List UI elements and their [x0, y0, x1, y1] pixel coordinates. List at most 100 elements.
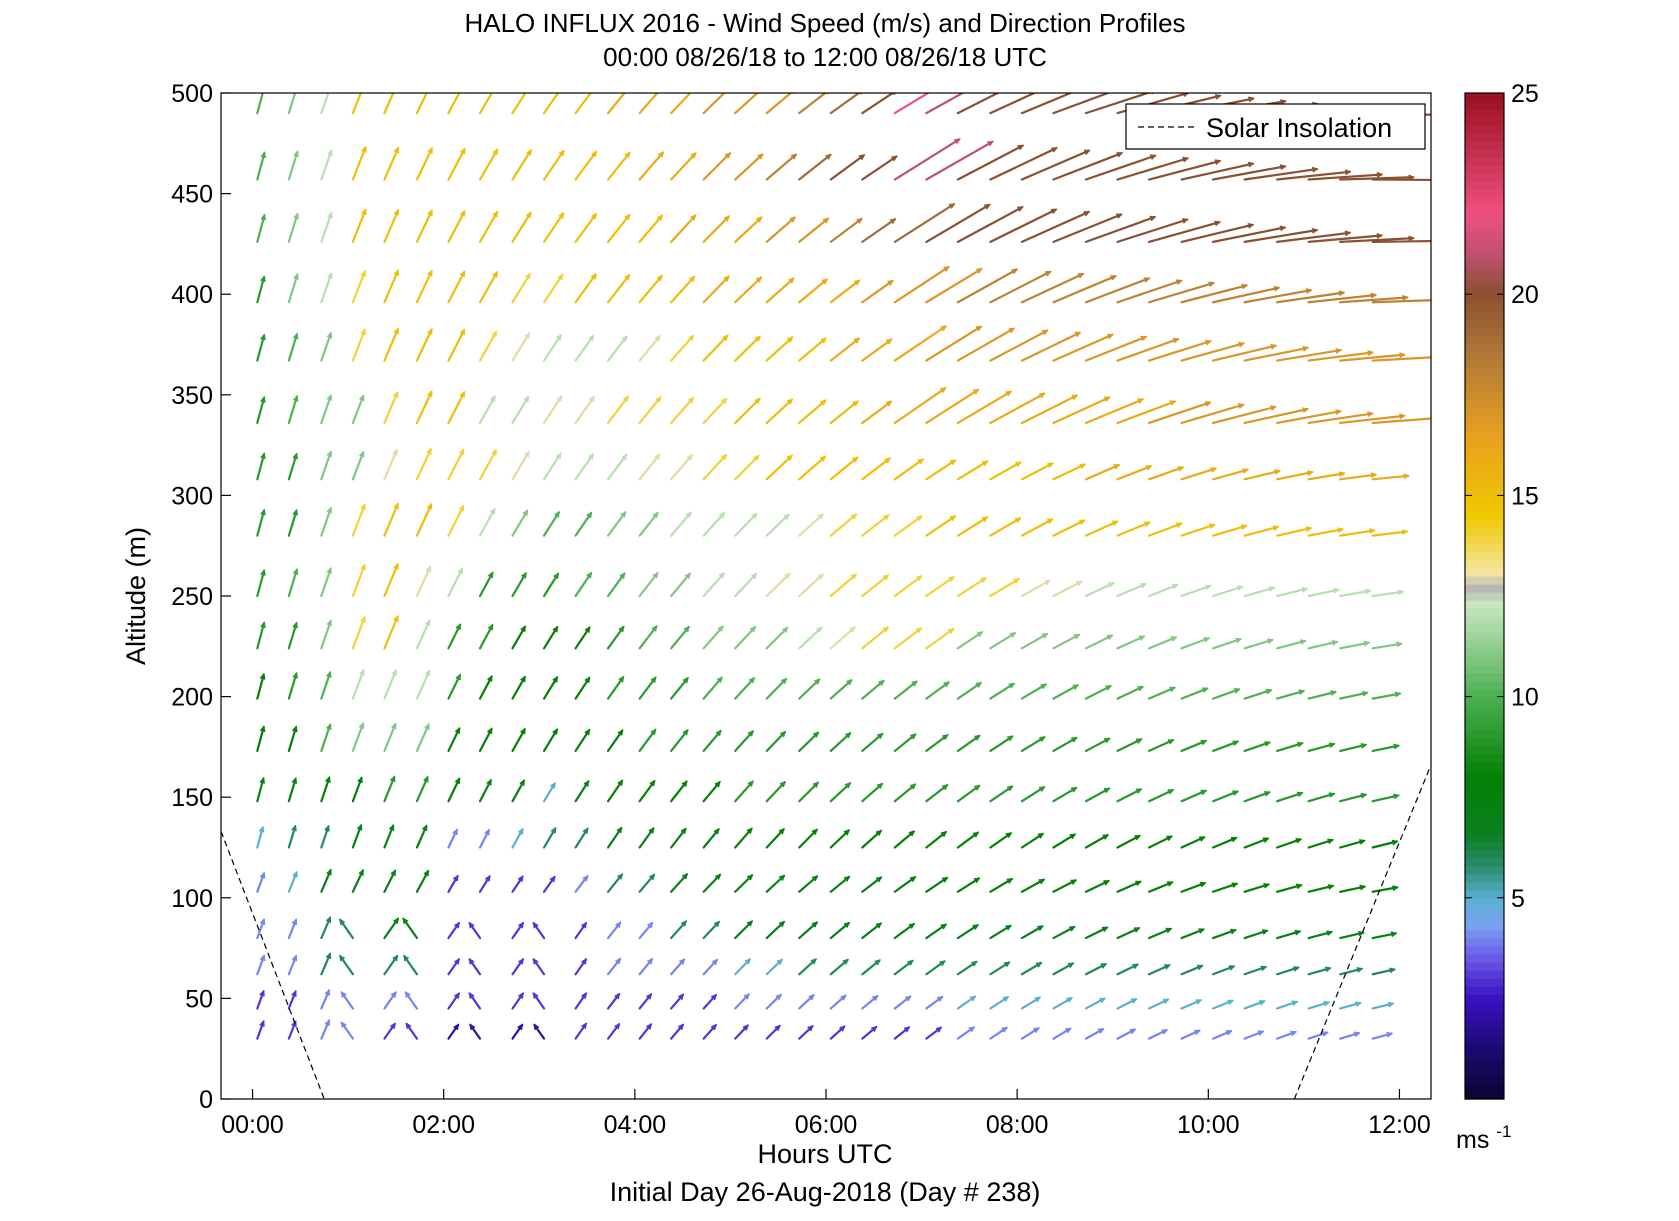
wind-arrow [1116, 1028, 1137, 1040]
colorbar-swatch [1465, 567, 1504, 577]
wind-arrow [574, 676, 591, 700]
wind-arrow [1339, 690, 1369, 700]
wind-arrow [256, 672, 266, 700]
wind-arrow [893, 325, 948, 362]
wind-arrow [925, 1026, 943, 1040]
wind-arrow [1180, 964, 1204, 976]
wind-arrow [606, 273, 631, 304]
wind-arrow [734, 920, 754, 940]
wind-arrow [574, 272, 597, 304]
y-tick-label: 50 [185, 985, 213, 1013]
wind-arrow [1211, 836, 1238, 849]
wind-arrow [287, 150, 299, 181]
wind-arrow [1116, 738, 1143, 753]
wind-arrow [1339, 472, 1378, 481]
colorbar-swatch [1465, 833, 1504, 843]
wind-arrow [256, 825, 265, 849]
wind-arrow [829, 573, 858, 598]
wind-arrow [1020, 632, 1049, 650]
wind-arrow [542, 728, 559, 753]
colorbar-swatch [1465, 1002, 1504, 1012]
wind-arrow [702, 780, 721, 803]
wind-arrow [287, 212, 299, 243]
y-tick-label: 100 [171, 885, 213, 913]
colorbar-swatch [1465, 157, 1504, 167]
wind-arrow [1243, 791, 1271, 803]
wind-arrow [447, 504, 465, 537]
wind-arrow [829, 456, 859, 481]
wind-arrow [925, 325, 983, 362]
colorbar-swatch [1465, 213, 1504, 223]
wind-arrow [638, 827, 655, 849]
wind-arrow [542, 395, 563, 425]
wind-arrow [287, 394, 299, 425]
wind-arrow [925, 681, 951, 700]
wind-arrow [893, 1026, 911, 1040]
wind-arrow [1116, 521, 1151, 537]
wind-arrow [734, 625, 757, 650]
colorbar-swatch [1465, 229, 1504, 239]
wind-arrow [1052, 736, 1078, 753]
wind-arrow [1276, 587, 1309, 598]
wind-arrow [1116, 685, 1145, 700]
colorbar-swatch [1465, 1010, 1504, 1020]
colorbar-swatch [1465, 672, 1504, 682]
wind-arrow [1084, 215, 1157, 243]
wind-arrow [861, 514, 890, 537]
wind-arrow [989, 924, 1012, 940]
wind-arrow [511, 148, 532, 181]
wind-arrow [670, 275, 696, 304]
wind-arrow [606, 826, 623, 849]
wind-arrow [574, 571, 593, 598]
wind-arrow [829, 626, 856, 650]
wind-arrow [638, 571, 659, 598]
wind-arrow [670, 729, 689, 753]
wind-arrow [320, 723, 332, 753]
wind-arrow [542, 149, 565, 181]
wind-arrow [734, 730, 754, 753]
colorbar-swatch [1465, 736, 1504, 746]
wind-arrow [447, 270, 466, 304]
wind-arrow [383, 93, 395, 115]
wind-arrow [638, 779, 656, 803]
wind-arrow [861, 279, 894, 304]
wind-arrow [1211, 928, 1237, 940]
wind-arrow [1052, 1027, 1072, 1040]
colorbar-swatch [1465, 1018, 1504, 1028]
wind-arrow [256, 725, 266, 753]
wind-arrow [351, 563, 366, 598]
wind-arrow [1307, 884, 1335, 893]
wind-arrow [383, 391, 399, 425]
wind-arrow [1147, 583, 1179, 598]
wind-arrow [511, 625, 527, 650]
wind-arrow [1147, 522, 1183, 537]
wind-arrow [829, 1025, 846, 1040]
colorbar-tick-label: 20 [1511, 281, 1539, 309]
colorbar-swatch [1465, 503, 1504, 513]
y-tick-label: 350 [171, 382, 213, 410]
wind-arrow [1371, 691, 1402, 700]
wind-arrow [478, 330, 498, 362]
colorbar-swatch [1465, 221, 1504, 231]
wind-arrow [956, 681, 983, 700]
wind-arrow [606, 453, 628, 481]
wind-arrow [1020, 1027, 1040, 1040]
wind-arrow [320, 506, 333, 537]
solar-insolation-evening [1293, 764, 1431, 1099]
wind-arrow [447, 623, 462, 650]
wind-arrow [989, 785, 1014, 803]
wind-arrow [1371, 473, 1410, 481]
wind-arrow [1371, 356, 1431, 362]
wind-arrow [989, 461, 1022, 481]
wind-arrow [351, 668, 365, 700]
wind-arrow [1020, 878, 1046, 893]
wind-arrow [893, 203, 956, 243]
wind-arrow [256, 568, 266, 598]
wind-arrow [383, 824, 395, 849]
wind-arrow [956, 516, 989, 537]
wind-arrow [1307, 411, 1374, 425]
wind-arrow [351, 145, 367, 181]
wind-arrow [340, 1021, 354, 1040]
colorbar-swatch [1465, 431, 1504, 440]
legend-box [1125, 103, 1426, 150]
